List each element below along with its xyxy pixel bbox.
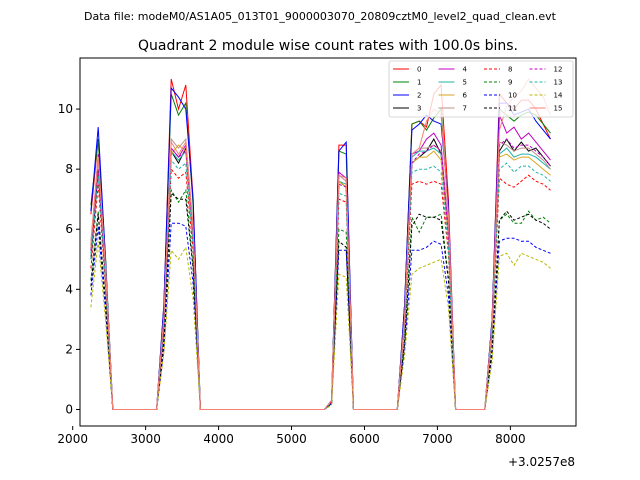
legend-label-2: 2 xyxy=(417,92,421,100)
legend-label-12: 12 xyxy=(554,66,563,74)
y-tick-label: 2 xyxy=(65,342,73,356)
legend-box xyxy=(388,60,574,118)
x-tick-label: 8000 xyxy=(495,432,526,446)
series-line-15 xyxy=(90,78,551,410)
legend-label-7: 7 xyxy=(463,105,467,113)
legend-label-0: 0 xyxy=(417,66,421,74)
legend-label-9: 9 xyxy=(508,79,512,87)
y-tick-label: 10 xyxy=(58,102,73,116)
plot-frame xyxy=(79,57,577,427)
legend-label-4: 4 xyxy=(463,66,468,74)
y-tick-label: 6 xyxy=(65,222,73,236)
x-tick-label: 2000 xyxy=(57,432,88,446)
y-tick-label: 8 xyxy=(65,162,73,176)
x-tick-label: 7000 xyxy=(422,432,453,446)
chart-title: Quadrant 2 module wise count rates with … xyxy=(138,38,518,54)
y-tick-label: 4 xyxy=(65,282,73,296)
y-tick-label: 0 xyxy=(65,402,73,416)
x-axis: 2000 3000 4000 5000 6000 7000 8000 xyxy=(57,426,526,446)
legend-label-10: 10 xyxy=(508,92,517,100)
plot-area xyxy=(80,58,576,426)
legend-label-1: 1 xyxy=(417,79,421,87)
figure-suptitle: Data file: modeM0/AS1A05_013T01_90000030… xyxy=(84,10,557,23)
x-tick-label: 5000 xyxy=(276,432,307,446)
series-lines xyxy=(90,78,551,410)
legend-label-8: 8 xyxy=(508,66,512,74)
series-line-14 xyxy=(90,241,551,410)
legend-label-5: 5 xyxy=(463,79,467,87)
x-axis-offset-label: +3.0257e8 xyxy=(508,455,575,469)
legend-label-13: 13 xyxy=(554,79,563,87)
legend-label-14: 14 xyxy=(554,92,563,100)
x-tick-label: 3000 xyxy=(130,432,161,446)
x-tick-label: 4000 xyxy=(203,432,234,446)
x-tick-label: 6000 xyxy=(349,432,380,446)
legend-label-11: 11 xyxy=(508,105,517,113)
legend-label-6: 6 xyxy=(463,92,468,100)
y-axis: 0 2 4 6 8 10 xyxy=(58,102,80,416)
legend-label-15: 15 xyxy=(554,105,563,113)
legend-label-3: 3 xyxy=(417,105,421,113)
